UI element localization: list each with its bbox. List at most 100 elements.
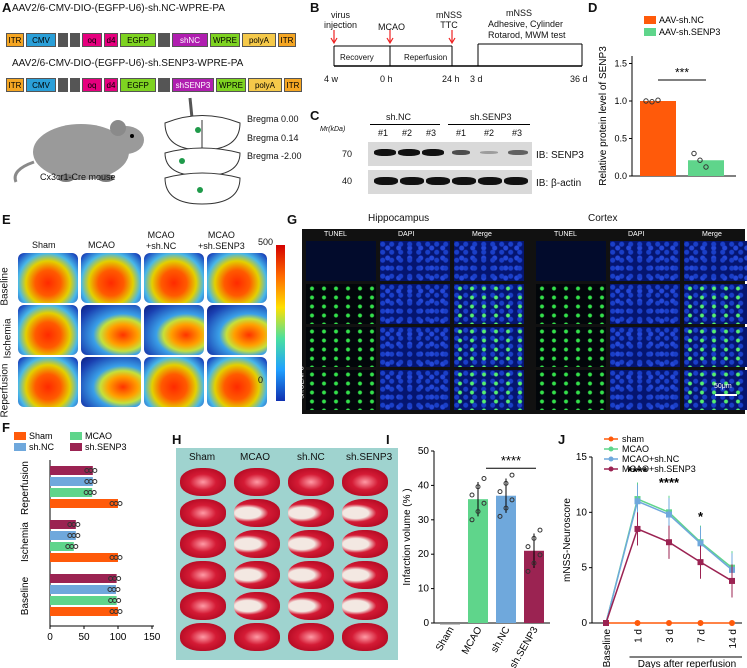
panel-label-e: E (2, 212, 11, 227)
microscopy-tile (536, 284, 606, 324)
sig-label: **** (659, 475, 680, 490)
stain-label-dapi: DAPI (398, 231, 415, 238)
brain-slice (342, 592, 388, 620)
brain-slice (234, 623, 280, 651)
microscopy-tile (306, 284, 376, 324)
construct-segment: ITR (6, 78, 24, 92)
microscopy-tile (536, 241, 606, 281)
legend-label: sham (622, 435, 644, 444)
brain-slice (180, 561, 226, 589)
y-axis-label: mNSS-Neuroscore (562, 498, 573, 582)
microscopy-tile (380, 284, 450, 324)
event-mcao: MCAO (378, 22, 405, 32)
chart-d: 0.0 0.5 1.0 1.5 *** Relative protein level of… (598, 15, 736, 186)
speckle-image (18, 305, 78, 355)
event-virus-injection: virus injection (324, 10, 358, 30)
brain-slice (180, 499, 226, 527)
construct-segment (70, 78, 80, 92)
sig-label: **** (627, 464, 648, 479)
h-col-shsenp3: sh.SENP3 (346, 452, 393, 463)
point-MCAO+sh.SENP3 (634, 525, 641, 532)
legend-label: MCAO+sh.SENP3 (622, 464, 696, 474)
brain-sections-illustration (164, 97, 241, 205)
microscopy-tile (454, 327, 524, 367)
speckle-image (207, 357, 267, 407)
data-point (91, 490, 97, 495)
brain-slice (342, 623, 388, 651)
panel-label-g: G (287, 212, 298, 227)
microscopy-tile (380, 327, 450, 367)
time-3d: 3 d (470, 74, 483, 84)
mw-70: 70 (342, 149, 353, 159)
legend-label: sh.SENP3 (85, 442, 127, 452)
y-axis-label: Relative protein level of SENP3 (598, 46, 609, 186)
data-point (497, 513, 503, 519)
panel-label-f: F (2, 420, 10, 435)
brain-slice (288, 499, 334, 527)
point-MCAO+sh.NC (697, 540, 704, 547)
row-label: sh.SENP3 (298, 366, 306, 399)
microscopy-tile (610, 327, 680, 367)
data-point (537, 527, 543, 533)
h-col-sham: Sham (189, 452, 216, 463)
x-tick-label: Sham (434, 625, 457, 653)
bar-sh.SENP3-Reperfusion (50, 466, 93, 475)
e-col-mcao-shsenp3: MCAO +sh.SENP3 (198, 230, 245, 251)
x-tick-label: 0 (47, 632, 53, 643)
brain-slice (342, 468, 388, 496)
legend-swatch (70, 443, 82, 451)
y-tick-label: 40 (418, 480, 430, 491)
timeline-panel: virus injection MCAO mNSS TTC mNSS Adhes… (318, 8, 588, 103)
time-0h: 0 h (380, 74, 393, 84)
point-MCAO+sh.NC (634, 498, 641, 505)
h-col-mcao: MCAO (240, 452, 270, 463)
construct-segment: polyA (248, 78, 282, 92)
y-tick-label: 0 (423, 618, 429, 629)
speckle-image (81, 305, 141, 355)
microscopy-tile (684, 327, 747, 367)
microscopy-tile (684, 241, 747, 281)
panel-label-d: D (588, 0, 598, 15)
legend-swatch (644, 28, 656, 36)
lane-6: #3 (512, 128, 523, 138)
data-point (117, 501, 123, 506)
construct-segment: CMV (26, 33, 56, 47)
brain-slice (180, 623, 226, 651)
microscopy-tile (306, 370, 376, 410)
legend-label: MCAO+sh.NC (622, 454, 680, 464)
legend-label: MCAO (85, 431, 112, 441)
legend-label: AAV-sh.NC (659, 15, 704, 25)
panel-label-i: I (386, 432, 390, 447)
legend-marker (608, 446, 614, 452)
legend-label: sh.NC (29, 442, 55, 452)
stain-label-tunel: TUNEL (554, 231, 577, 238)
y-tick-label: 20 (418, 549, 430, 560)
microscopy-tile (380, 370, 450, 410)
y-tick-label: 50 (418, 446, 430, 457)
data-point (509, 472, 515, 478)
construct-segment: ITR (284, 78, 302, 92)
data-point (469, 517, 475, 523)
phase-recovery: Recovery (340, 53, 374, 62)
point-MCAO+sh.SENP3 (666, 539, 672, 546)
data-point (497, 489, 503, 495)
data-point (475, 484, 481, 490)
test-3: Rotarod, MWM test (488, 30, 566, 40)
construct-segment: d4 (104, 33, 118, 47)
e-col-mcao: MCAO (88, 240, 115, 250)
brain-slice (288, 468, 334, 496)
construct-segment: d4 (104, 78, 118, 92)
microscopy-tile (684, 284, 747, 324)
data-point (643, 98, 649, 104)
panel-label-h: H (172, 432, 182, 447)
legend-swatch (14, 432, 26, 440)
y-axis-label: Infarction volume (% ) (402, 488, 413, 585)
x-axis-label: Days after reperfusion (638, 659, 736, 668)
data-point (75, 522, 81, 527)
microscopy-tile (684, 370, 747, 410)
data-point (481, 476, 487, 482)
group-sh-senp3: sh.SENP3 (470, 112, 512, 122)
stain-label-merge: Merge (702, 231, 722, 238)
mw-label: Mr(kDa) (320, 126, 346, 133)
microscopy-tile (610, 241, 680, 281)
